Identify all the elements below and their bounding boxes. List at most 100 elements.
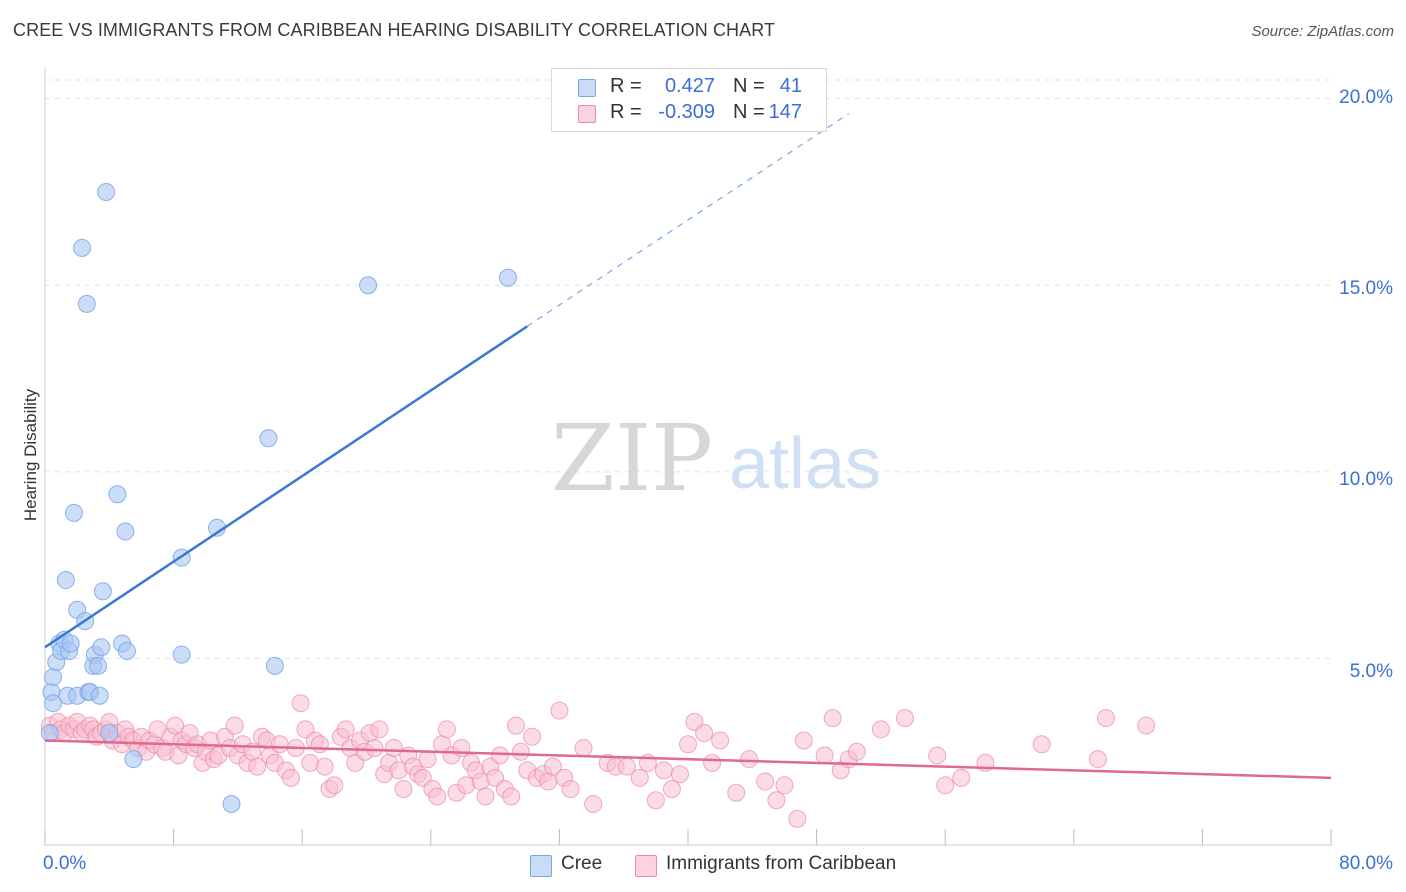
data-point-caribbean <box>248 757 267 776</box>
correlation-legend: R = 0.427 N = 41 R = -0.309 N = 147 <box>551 68 827 132</box>
data-point-caribbean <box>896 709 915 728</box>
legend-r-label: R = <box>610 101 642 123</box>
trend-line-cree <box>44 325 528 649</box>
y-tick-label: 20.0% <box>1339 87 1393 108</box>
data-point-caribbean <box>646 791 665 810</box>
data-point-cree <box>44 668 63 687</box>
data-point-caribbean <box>1096 709 1115 728</box>
data-point-caribbean <box>630 768 649 787</box>
data-point-caribbean <box>727 783 746 802</box>
chart-title: CREE VS IMMIGRANTS FROM CARIBBEAN HEARIN… <box>13 20 776 40</box>
data-point-caribbean <box>815 746 834 765</box>
data-point-caribbean <box>315 757 334 776</box>
legend-label-cree: Cree <box>561 853 603 874</box>
data-point-caribbean <box>823 709 842 728</box>
watermark-atlas: atlas <box>729 424 881 504</box>
data-point-caribbean <box>788 809 807 828</box>
watermark: ZIP atlas <box>551 405 881 512</box>
data-point-caribbean <box>711 731 730 750</box>
data-point-caribbean <box>225 716 244 735</box>
axes <box>44 67 1332 846</box>
data-point-cree <box>108 485 127 504</box>
legend-row-cree: R = 0.427 N = 41 <box>552 75 826 101</box>
data-point-cree <box>90 686 109 705</box>
data-point-cree <box>359 276 378 295</box>
legend-n-label: N = <box>733 101 765 123</box>
data-point-caribbean <box>384 738 403 757</box>
data-point-caribbean <box>490 746 509 765</box>
data-point-caribbean <box>550 701 569 720</box>
data-point-caribbean <box>1088 750 1107 769</box>
data-point-caribbean <box>394 780 413 799</box>
data-point-caribbean <box>847 742 866 761</box>
data-point-cree <box>44 694 63 713</box>
data-point-cree <box>93 582 112 601</box>
legend-label-caribbean: Immigrants from Caribbean <box>666 853 897 874</box>
data-point-caribbean <box>166 716 185 735</box>
data-point-caribbean <box>539 772 558 791</box>
data-point-cree <box>89 656 108 675</box>
watermark-zip: ZIP <box>551 405 713 512</box>
legend-n-value: 147 <box>768 101 802 123</box>
data-point-cree <box>56 571 75 590</box>
x-axis-min-label: 0.0% <box>43 853 87 874</box>
legend-r-value: -0.309 <box>658 101 715 123</box>
data-point-cree <box>117 641 136 660</box>
legend-swatch-cree <box>530 855 552 877</box>
data-point-caribbean <box>775 776 794 795</box>
legend-r-value: 0.427 <box>664 75 715 97</box>
legend-swatch-caribbean <box>578 105 596 123</box>
data-point-caribbean <box>310 735 329 754</box>
legend-n-label: N = <box>733 75 765 97</box>
trend-line-caribbean <box>44 739 1332 780</box>
data-point-cree <box>124 750 143 769</box>
data-point-caribbean <box>679 735 697 754</box>
y-tick-label: 5.0% <box>1349 661 1393 682</box>
data-point-caribbean <box>543 757 562 776</box>
data-point-caribbean <box>511 742 530 761</box>
data-point-caribbean <box>291 694 310 713</box>
data-point-caribbean <box>428 787 447 806</box>
data-point-cree <box>77 294 96 313</box>
data-point-cree <box>172 645 191 664</box>
data-point-caribbean <box>936 776 955 795</box>
data-point-caribbean <box>756 772 775 791</box>
data-point-caribbean <box>365 738 384 757</box>
data-point-caribbean <box>281 768 300 787</box>
data-point-caribbean <box>662 780 681 799</box>
data-point-cree <box>100 724 119 743</box>
data-point-caribbean <box>574 738 593 757</box>
legend-swatch-caribbean <box>635 855 657 877</box>
legend-r-label: R = <box>610 75 642 97</box>
data-point-cree <box>72 238 91 257</box>
legend-row-caribbean: R = -0.309 N = 147 <box>552 101 826 127</box>
data-point-cree <box>222 794 241 813</box>
legend-swatch-cree <box>578 79 596 97</box>
data-point-cree <box>116 522 135 541</box>
series-cree-points <box>40 182 517 813</box>
y-tick-label: 15.0% <box>1339 278 1393 299</box>
data-point-caribbean <box>871 720 890 739</box>
data-point-caribbean <box>1032 735 1051 754</box>
data-point-caribbean <box>794 731 813 750</box>
data-point-caribbean <box>523 727 542 746</box>
data-point-caribbean <box>418 750 437 769</box>
data-point-cree <box>92 638 111 657</box>
data-point-caribbean <box>325 776 344 795</box>
data-point-cree <box>259 429 278 448</box>
trend-line-cree-extension <box>526 113 850 327</box>
data-point-caribbean <box>670 765 689 784</box>
x-axis-max-label: 80.0% <box>1339 853 1393 874</box>
data-point-cree <box>498 268 517 287</box>
data-point-cree <box>64 503 83 522</box>
data-point-caribbean <box>506 716 525 735</box>
data-point-cree <box>265 656 284 675</box>
data-point-caribbean <box>502 787 521 806</box>
data-point-cree <box>61 634 80 653</box>
data-point-cree <box>97 182 116 201</box>
series-caribbean-points <box>40 694 1156 828</box>
trend-lines <box>44 113 1332 780</box>
grid <box>45 79 1331 659</box>
data-point-caribbean <box>695 724 714 743</box>
